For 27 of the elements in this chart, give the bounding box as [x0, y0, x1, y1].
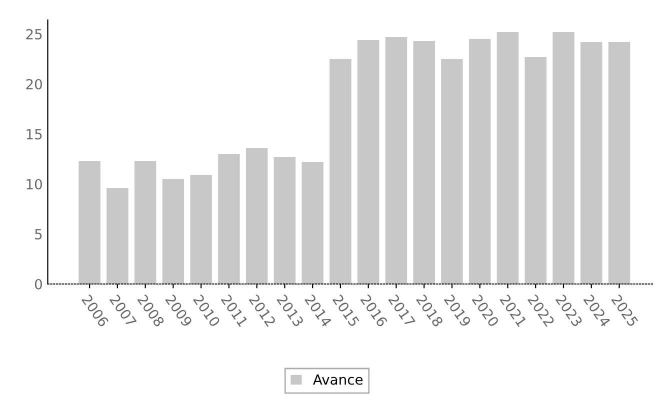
bar: [524, 57, 546, 284]
bar: [441, 59, 463, 284]
y-tick-label: 5: [35, 229, 42, 240]
bar: [385, 37, 408, 284]
bar: [134, 161, 156, 284]
bar: [190, 175, 212, 284]
bar: [78, 161, 100, 284]
bar: [608, 42, 630, 284]
bar: [274, 157, 296, 284]
bar: [580, 42, 602, 284]
legend-label: Avance: [313, 374, 363, 385]
bar: [246, 148, 268, 284]
y-tick-label: 10: [26, 178, 42, 190]
bar: [302, 162, 324, 284]
y-tick-label: 20: [26, 78, 42, 90]
bar: [106, 188, 128, 284]
y-tick-label: 0: [34, 278, 42, 290]
bar: [496, 32, 519, 284]
bar: [357, 40, 380, 284]
bar: [468, 39, 491, 284]
bar: [218, 154, 240, 284]
bar: [330, 59, 352, 284]
bar: [162, 179, 184, 284]
bar: [413, 41, 435, 284]
bar: [552, 32, 574, 284]
y-tick-label: 25: [26, 28, 42, 40]
y-tick-label: 15: [26, 129, 42, 140]
